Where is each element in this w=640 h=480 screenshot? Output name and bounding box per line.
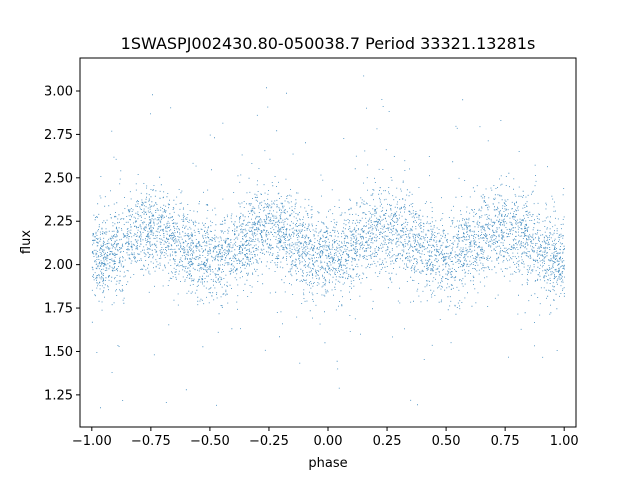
x-tick-label: −0.25 <box>249 434 289 449</box>
y-axis-label: flux <box>19 230 34 254</box>
x-tick-label: −0.50 <box>190 434 230 449</box>
x-tick-label: 0.00 <box>314 434 343 449</box>
y-tick-label: 3.00 <box>44 84 73 99</box>
x-tick-label: −1.00 <box>72 434 112 449</box>
y-tick-label: 2.50 <box>44 171 73 186</box>
x-tick-label: −0.75 <box>131 434 171 449</box>
y-tick-label: 1.25 <box>44 388 73 403</box>
x-tick-label: 0.25 <box>373 434 402 449</box>
y-tick-label: 2.00 <box>44 258 73 273</box>
x-axis: −1.00 −0.75 −0.50 −0.25 0.00 0.25 0.50 0.75 1.00 <box>72 427 579 449</box>
x-tick-label: 0.50 <box>432 434 461 449</box>
y-tick-label: 1.75 <box>44 302 73 317</box>
y-tick-label: 2.75 <box>44 128 73 143</box>
x-tick-label: 0.75 <box>491 434 520 449</box>
y-tick-label: 1.50 <box>44 345 73 360</box>
chart-title: 1SWASPJ002430.80-050038.7 Period 33321.1… <box>121 34 536 53</box>
x-tick-label: 1.00 <box>550 434 579 449</box>
y-tick-label: 2.25 <box>44 215 73 230</box>
x-axis-label: phase <box>308 456 347 471</box>
y-axis: 1.25 1.50 1.75 2.00 2.25 2.50 2.75 3.00 <box>44 84 80 403</box>
